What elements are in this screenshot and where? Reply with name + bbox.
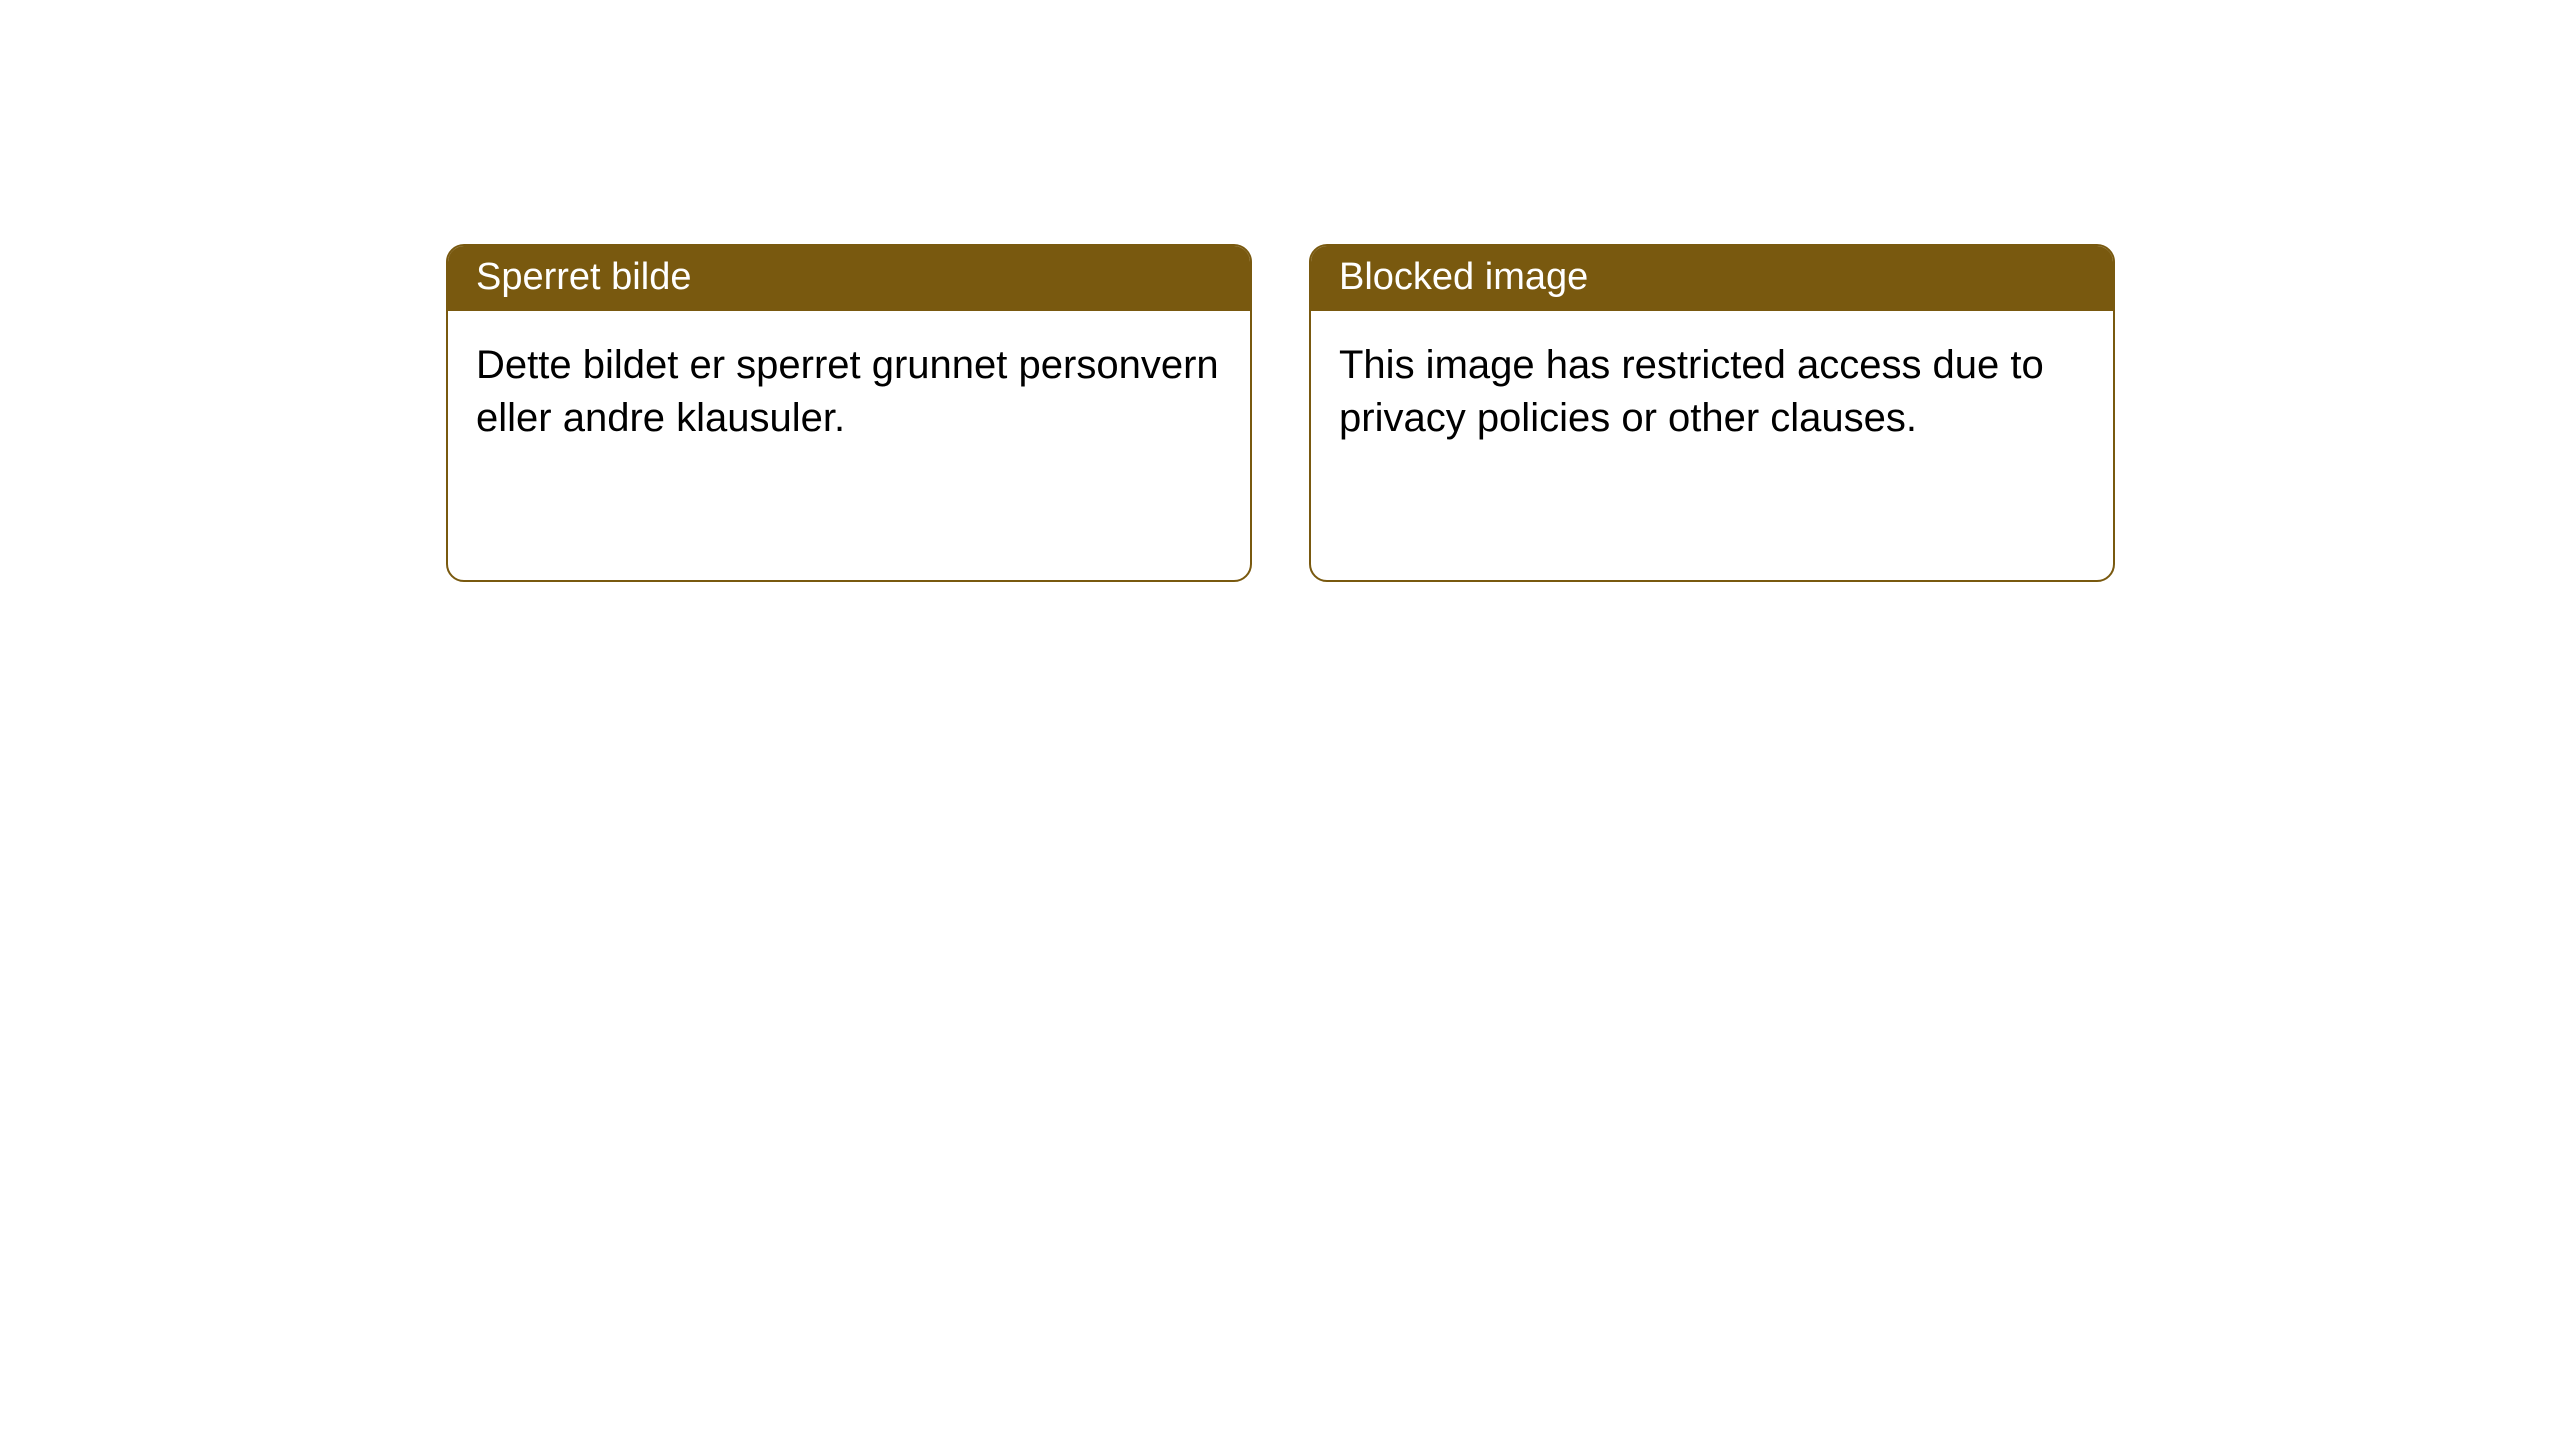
card-body-text: This image has restricted access due to … bbox=[1339, 343, 2044, 440]
card-body: This image has restricted access due to … bbox=[1311, 311, 2113, 473]
card-header: Blocked image bbox=[1311, 246, 2113, 311]
card-body-text: Dette bildet er sperret grunnet personve… bbox=[476, 343, 1219, 440]
card-title: Blocked image bbox=[1339, 256, 1588, 298]
notice-card-norwegian: Sperret bilde Dette bildet er sperret gr… bbox=[446, 244, 1252, 582]
notice-container: Sperret bilde Dette bildet er sperret gr… bbox=[446, 244, 2115, 582]
card-body: Dette bildet er sperret grunnet personve… bbox=[448, 311, 1250, 473]
notice-card-english: Blocked image This image has restricted … bbox=[1309, 244, 2115, 582]
card-title: Sperret bilde bbox=[476, 256, 691, 298]
card-header: Sperret bilde bbox=[448, 246, 1250, 311]
